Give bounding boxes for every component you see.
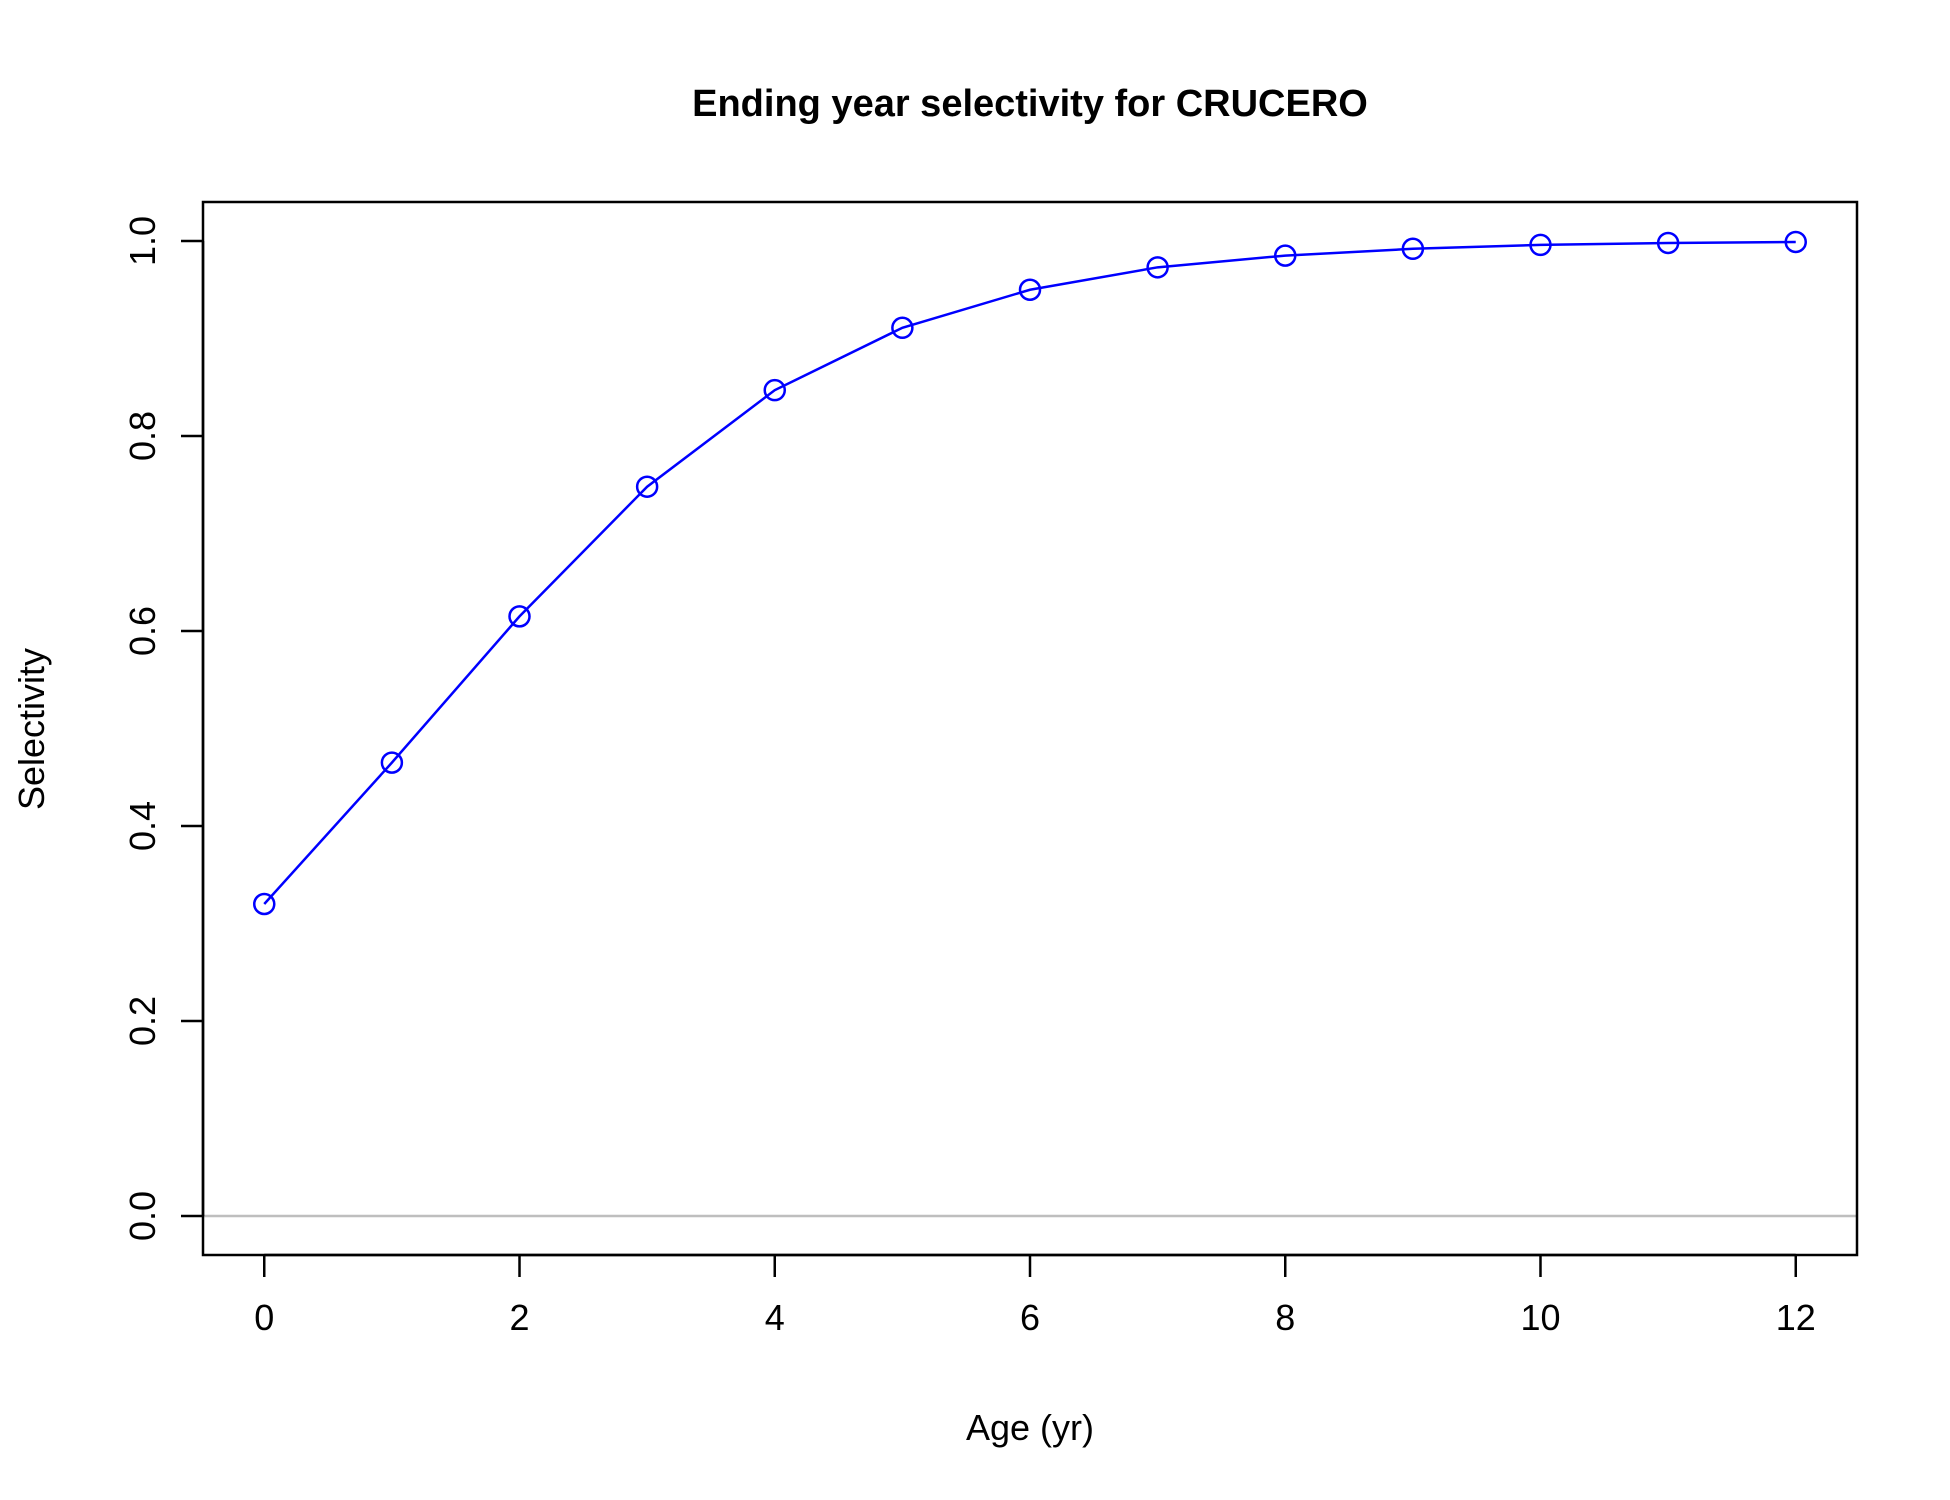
data-point <box>1018 278 1042 301</box>
data-point <box>1401 237 1425 261</box>
x-tick-label: 12 <box>1776 1297 1816 1338</box>
x-tick-label: 6 <box>1020 1297 1040 1338</box>
y-axis-label: Selectivity <box>11 648 52 810</box>
data-point <box>508 605 531 628</box>
selectivity-line <box>263 240 1796 905</box>
chart-title: Ending year selectivity for CRUCERO <box>692 83 1368 125</box>
data-point <box>1784 230 1807 254</box>
data-point <box>763 378 787 402</box>
x-axis-label: Age (yr) <box>966 1407 1094 1448</box>
x-tick-label: 0 <box>254 1297 274 1338</box>
y-tick-label: 0.8 <box>122 411 163 461</box>
y-tick-label: 0.2 <box>122 996 163 1046</box>
data-point <box>1656 231 1680 255</box>
data-point <box>1529 233 1552 257</box>
y-tick-label: 0.0 <box>122 1191 163 1241</box>
data-point <box>891 316 914 340</box>
plot-area: 0 2 4 6 8 10 12 0.0 0.2 0.4 0.6 0.8 1.0 <box>122 200 1859 1338</box>
data-point <box>1146 256 1169 279</box>
plot-frame <box>201 200 1859 1257</box>
data-point <box>253 892 276 916</box>
x-tick-label: 8 <box>1275 1297 1295 1338</box>
x-tick-label: 2 <box>509 1297 529 1338</box>
data-point <box>380 751 404 774</box>
y-tick-label: 0.4 <box>122 801 163 851</box>
data-point <box>635 475 659 498</box>
x-tick-label: 10 <box>1520 1297 1560 1338</box>
x-tick-label: 4 <box>765 1297 785 1338</box>
y-tick-label: 0.6 <box>122 606 163 656</box>
data-point <box>1273 244 1297 267</box>
y-tick-label: 1.0 <box>122 216 163 266</box>
